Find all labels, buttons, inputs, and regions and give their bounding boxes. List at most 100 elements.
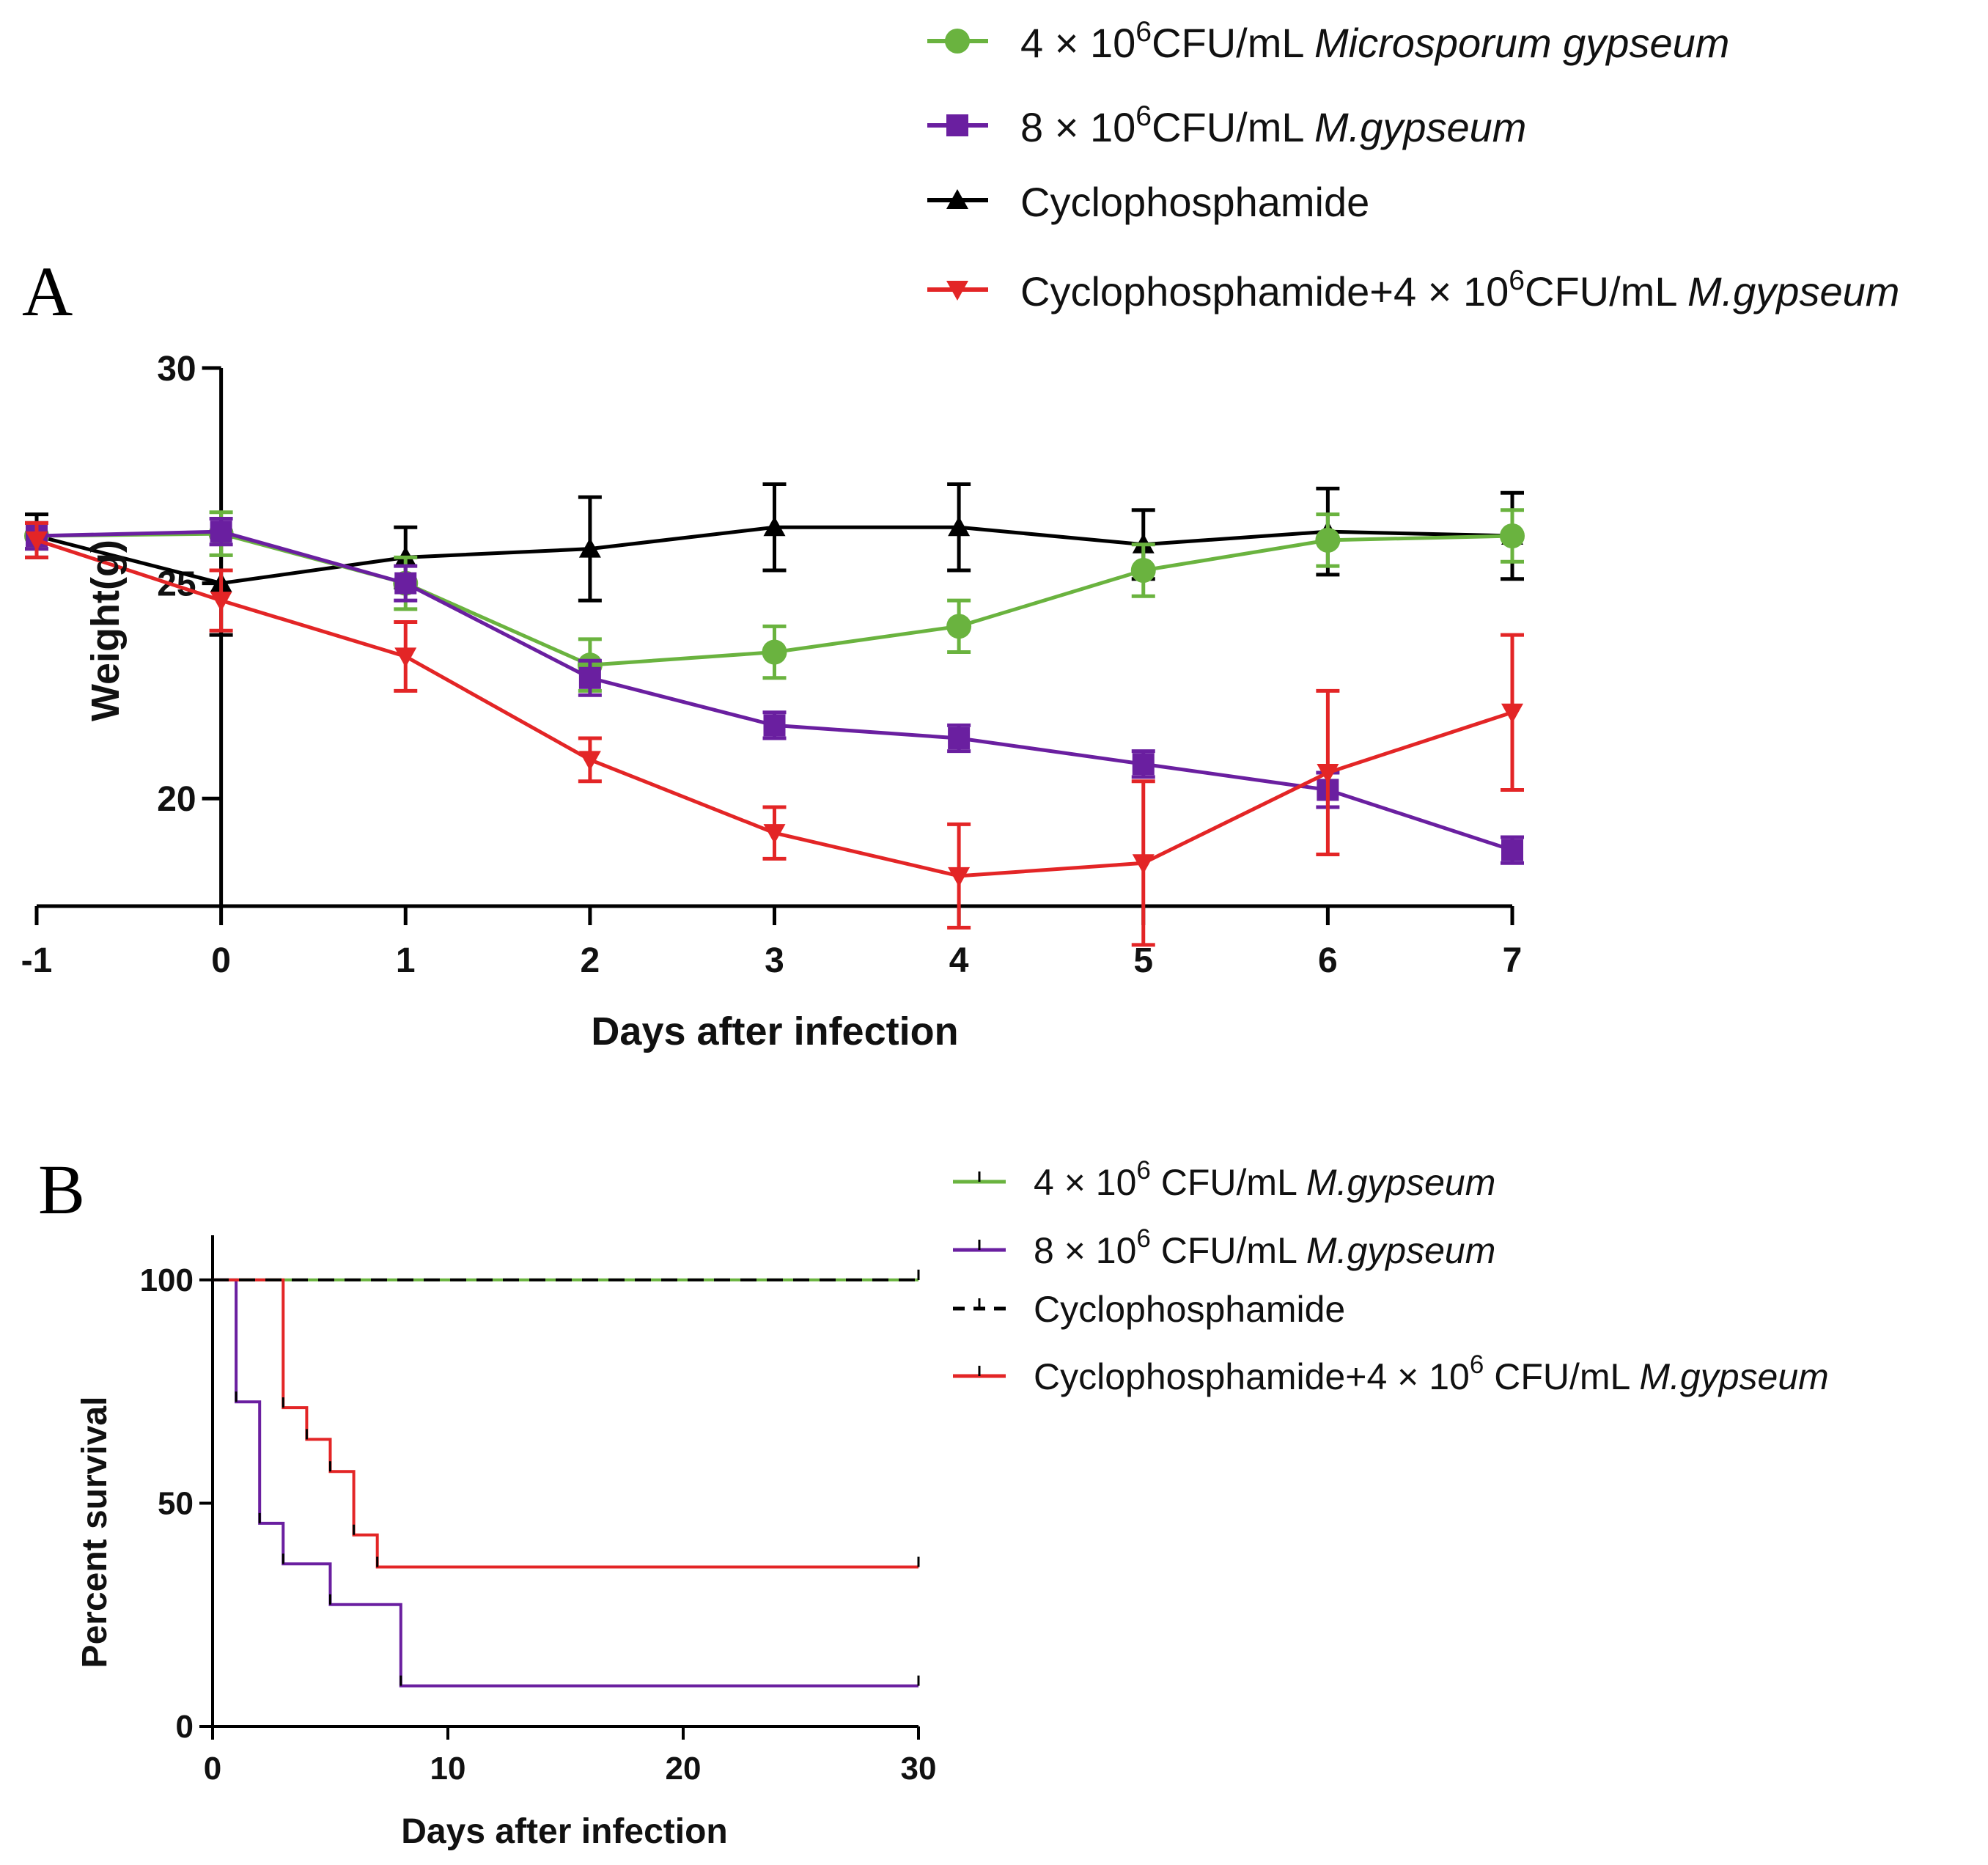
marker-a-3-2 xyxy=(394,647,417,668)
legend-label-b-1-sup: 6 xyxy=(1136,1224,1150,1253)
x-axis-title-a: Days after infection xyxy=(591,1009,958,1053)
x-axis-title-b: Days after infection xyxy=(401,1812,727,1851)
marker-a-1-6 xyxy=(1132,753,1155,776)
legend-label-a-3: Cyclophosphamide+4 × 106CFU/mL M.gypseum xyxy=(1020,265,1899,314)
x-tick-label-a-2: 1 xyxy=(396,941,416,980)
marker-a-2-4 xyxy=(763,516,786,537)
marker-a-2-5 xyxy=(948,516,971,537)
legend-label-b-3-ital: M.gypseum xyxy=(1639,1356,1828,1397)
x-tick-label-a-7: 6 xyxy=(1318,941,1338,980)
marker-a-1-5 xyxy=(948,726,971,749)
marker-a-0-6 xyxy=(1130,557,1156,583)
legend-label-a-2: Cyclophosphamide xyxy=(1020,179,1369,225)
y-tick-label-b-0: 0 xyxy=(176,1709,194,1745)
legend-label-b-3: Cyclophosphamide+4 × 106 CFU/mL M.gypseu… xyxy=(1034,1350,1829,1397)
legend-marker-a-3 xyxy=(946,281,968,301)
x-tick-label-b-0: 0 xyxy=(204,1751,221,1787)
legend-label-a-3-sup: 6 xyxy=(1509,265,1525,296)
y-tick-label-a-2: 30 xyxy=(157,350,196,389)
x-tick-label-a-1: 0 xyxy=(211,941,231,980)
marker-a-1-3 xyxy=(578,666,601,689)
x-tick-label-a-0: -1 xyxy=(21,941,53,980)
legend-label-a-1-sup: 6 xyxy=(1135,100,1152,132)
x-tick-label-a-5: 4 xyxy=(949,941,969,980)
legend-label-a-0-pre: 4 × 10 xyxy=(1020,20,1135,66)
series-a xyxy=(24,482,1525,947)
series-b-2 xyxy=(213,1269,920,1281)
marker-a-2-3 xyxy=(578,537,601,558)
legend-label-b-1-mid: CFU/mL xyxy=(1151,1230,1306,1271)
series-b-3 xyxy=(213,1278,920,1569)
series-b xyxy=(213,1269,920,1688)
legend-label-b-2: Cyclophosphamide xyxy=(1034,1289,1345,1330)
series-a-2 xyxy=(25,482,1524,637)
marker-a-0-4 xyxy=(762,639,787,665)
series-b-0 xyxy=(213,1269,920,1281)
x-tick-label-a-8: 7 xyxy=(1503,941,1523,980)
marker-a-3-0 xyxy=(26,531,48,551)
x-tick-label-b-3: 30 xyxy=(901,1751,937,1787)
panel-letter-a: A xyxy=(22,252,73,331)
legend-label-a-0-sup: 6 xyxy=(1135,16,1152,48)
legend-label-b-0-sup: 6 xyxy=(1136,1156,1150,1185)
series-b-1 xyxy=(213,1278,920,1688)
marker-a-0-8 xyxy=(1500,523,1525,549)
marker-a-3-4 xyxy=(763,824,786,845)
legend-marker-a-2 xyxy=(946,189,968,209)
marker-a-1-4 xyxy=(763,714,786,737)
legend-label-b-3-mid: CFU/mL xyxy=(1484,1356,1639,1397)
legend-label-a-3-pre: Cyclophosphamide+4 × 10 xyxy=(1020,268,1509,314)
legend-label-b-3-sup: 6 xyxy=(1470,1350,1484,1379)
marker-a-0-5 xyxy=(946,614,972,639)
legend-label-b-1: 8 × 106 CFU/mL M.gypseum xyxy=(1034,1224,1495,1271)
legend-label-b-0-mid: CFU/mL xyxy=(1151,1162,1306,1203)
legend-label-b-3-pre: Cyclophosphamide+4 × 10 xyxy=(1034,1356,1470,1397)
legend-label-a-1-pre: 8 × 10 xyxy=(1020,104,1135,150)
x-tick-label-a-4: 3 xyxy=(765,941,784,980)
legend-label-b-1-pre: 8 × 10 xyxy=(1034,1230,1136,1271)
marker-a-3-1 xyxy=(210,592,232,612)
marker-a-3-3 xyxy=(578,751,601,771)
survival-curve-b-1 xyxy=(213,1278,918,1688)
legend-marker-a-1 xyxy=(946,114,968,136)
legend-label-a-1-ital: M.gypseum xyxy=(1314,104,1526,150)
axes-b: 0 10 20 30 0 50 100 xyxy=(140,1235,937,1787)
legend-label-a-2-pre: Cyclophosphamide xyxy=(1020,179,1369,225)
x-tick-label-a-6: 5 xyxy=(1133,941,1153,980)
x-tick-label-a-3: 2 xyxy=(581,941,600,980)
legend-label-a-0: 4 × 106CFU/mL Microsporum gypseum xyxy=(1020,16,1729,66)
legend-label-a-0-mid: CFU/mL xyxy=(1152,20,1314,66)
y-axis-title-a: Weight(g) xyxy=(84,540,128,721)
marker-a-3-8 xyxy=(1501,703,1523,724)
legend-label-a-1: 8 × 106CFU/mL M.gypseum xyxy=(1020,100,1526,150)
marker-a-3-7 xyxy=(1317,763,1339,784)
y-axis-title-b: Percent survival xyxy=(76,1397,114,1669)
legend-label-a-1-mid: CFU/mL xyxy=(1152,104,1314,150)
x-tick-label-b-2: 20 xyxy=(666,1751,702,1787)
legend-marker-a-0 xyxy=(945,29,970,54)
legend-label-a-3-ital: M.gypseum xyxy=(1687,268,1899,314)
marker-a-1-8 xyxy=(1501,839,1523,861)
series-a-3 xyxy=(25,520,1524,947)
marker-a-1-2 xyxy=(394,572,417,595)
legend-label-b-0: 4 × 106 CFU/mL M.gypseum xyxy=(1034,1156,1495,1203)
marker-a-1-1 xyxy=(210,520,232,543)
panel-letter-b: B xyxy=(38,1150,85,1229)
legend-label-b-2-pre: Cyclophosphamide xyxy=(1034,1289,1345,1330)
legend-label-a-3-mid: CFU/mL xyxy=(1525,268,1687,314)
x-tick-label-b-1: 10 xyxy=(430,1751,466,1787)
legend-label-b-0-pre: 4 × 10 xyxy=(1034,1162,1136,1203)
y-tick-label-b-1: 50 xyxy=(158,1485,194,1521)
marker-a-3-5 xyxy=(948,867,971,887)
legend-label-a-0-ital: Microsporum gypseum xyxy=(1314,20,1729,66)
marker-a-0-7 xyxy=(1315,527,1341,553)
legend-label-b-0-ital: M.gypseum xyxy=(1306,1162,1495,1203)
marker-a-3-6 xyxy=(1132,854,1155,875)
legend-label-b-1-ital: M.gypseum xyxy=(1306,1230,1495,1271)
